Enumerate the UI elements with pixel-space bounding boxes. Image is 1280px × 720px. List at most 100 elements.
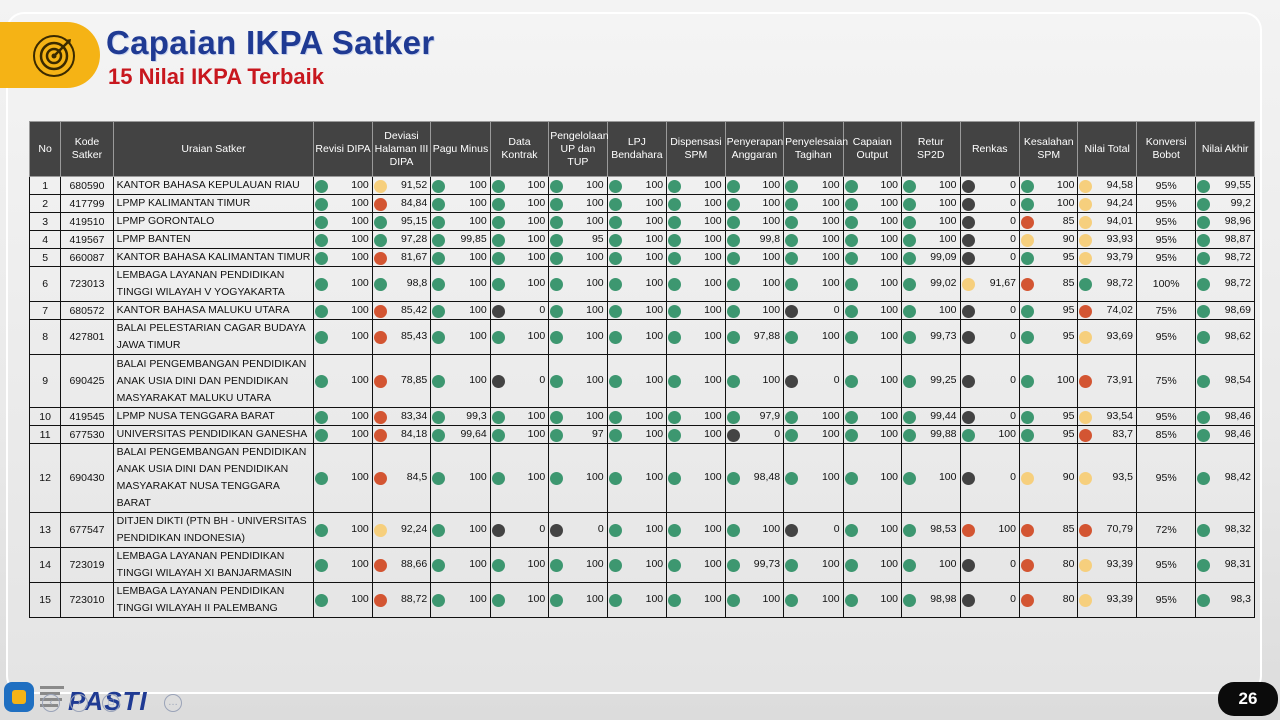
cell-value: 100 — [880, 427, 899, 440]
status-dot-icon — [668, 215, 682, 229]
konversi-bobot: 95% — [1135, 176, 1197, 195]
nilai-akhir: 98,42 — [1195, 443, 1255, 513]
status-dot-icon — [1020, 197, 1034, 211]
status-dot-icon — [1079, 251, 1093, 265]
previous-icon[interactable]: ‹ — [42, 694, 60, 712]
status-dot-icon — [903, 304, 917, 318]
status-dot-icon — [550, 375, 564, 388]
cell-value: 93,69 — [1106, 330, 1133, 342]
cell-value: 100 — [998, 523, 1016, 535]
konversi-bobot: 75% — [1135, 354, 1197, 408]
cell-value: 99,02 — [930, 277, 957, 289]
indicator-cell: 100 — [724, 354, 785, 408]
status-dot-icon — [1079, 233, 1093, 247]
status-dot-icon — [1079, 304, 1093, 318]
indicator-cell: 0 — [489, 512, 550, 548]
indicator-cell: 100 — [842, 425, 903, 444]
indicator-cell: 100 — [606, 194, 668, 213]
cell-value: 100 — [527, 330, 546, 342]
status-dot-icon — [785, 215, 799, 229]
indicator-cell: 100 — [666, 248, 726, 267]
status-dot-icon — [315, 428, 329, 442]
status-dot-icon — [315, 559, 329, 572]
status-dot-icon — [432, 375, 446, 388]
indicator-cell: 100 — [783, 407, 844, 426]
indicator-cell: 100 — [548, 248, 608, 267]
cell-value: 100 — [527, 427, 546, 440]
status-dot-icon — [373, 197, 387, 211]
status-dot-icon — [726, 331, 740, 344]
cell-value: 100 — [351, 374, 369, 386]
cell-value: 100 — [880, 178, 899, 191]
indicator-cell: 0 — [489, 354, 550, 408]
cell-value: 99,8 — [759, 232, 781, 245]
status-dot-icon — [1197, 304, 1211, 318]
status-dot-icon — [844, 251, 858, 265]
status-dot-icon — [550, 304, 564, 318]
status-dot-icon — [373, 410, 387, 424]
indicator-cell: 100 — [666, 582, 726, 618]
status-dot-icon — [315, 375, 329, 388]
column-header: No — [28, 121, 62, 177]
uraian-satker: KANTOR BAHASA KALIMANTAN TIMUR — [112, 248, 315, 267]
indicator-cell: 100 — [901, 176, 961, 195]
status-dot-icon — [844, 375, 858, 388]
cell-value: 100 — [351, 214, 369, 227]
status-dot-icon — [1079, 331, 1093, 344]
status-dot-icon — [1197, 179, 1211, 193]
status-dot-icon — [668, 278, 682, 291]
cell-value: 100 — [704, 558, 722, 570]
status-dot-icon — [373, 524, 387, 537]
status-dot-icon — [373, 375, 387, 388]
cell-value: 0 — [1010, 374, 1016, 386]
status-dot-icon — [785, 251, 799, 265]
status-dot-icon — [961, 594, 975, 607]
status-dot-icon — [1079, 410, 1093, 424]
ikpa-table: No Kode Satker Uraian Satker Revisi DIPA Dev… — [28, 121, 1255, 618]
indicator-cell: 0 — [959, 248, 1020, 267]
status-dot-icon — [608, 251, 622, 265]
indicator-cell: 99,44 — [901, 407, 961, 426]
indicator-cell: 100 — [666, 547, 726, 583]
cell-value: 85,43 — [400, 330, 428, 342]
indicator-cell: 100 — [842, 407, 903, 426]
table-row: 8 427801 BALAI PELESTARIAN CAGAR BUDAYA JA… — [28, 319, 1255, 355]
cell-value: 100 — [351, 330, 369, 342]
indicator-cell: 100 — [313, 230, 373, 249]
status-dot-icon — [491, 472, 505, 485]
next-icon[interactable]: › — [70, 694, 88, 712]
indicator-cell: 100 — [548, 319, 608, 355]
row-number: 12 — [28, 443, 62, 513]
indicator-cell: 100 — [783, 582, 844, 618]
status-dot-icon — [373, 472, 387, 485]
cell-value: 81,67 — [400, 250, 428, 263]
cell-value: 100 — [998, 427, 1016, 440]
cell-value: 100 — [645, 374, 664, 386]
indicator-cell: 0 — [959, 301, 1020, 320]
cell-value: 100 — [822, 214, 840, 227]
kode-satker: 723010 — [60, 582, 114, 618]
status-dot-icon — [903, 428, 917, 442]
indicator-cell: 85,42 — [371, 301, 432, 320]
status-dot-icon — [1079, 428, 1093, 442]
indicator-cell: 0 — [959, 547, 1020, 583]
indicator-cell: 100 — [901, 301, 961, 320]
slides-icon[interactable]: □ — [102, 694, 120, 712]
indicator-cell: 0 — [783, 354, 844, 408]
indicator-cell: 100 — [606, 301, 668, 320]
indicator-cell: 99,09 — [901, 248, 961, 267]
cell-value: 0 — [1010, 471, 1016, 483]
column-header: Penyerapan Anggaran — [724, 121, 785, 177]
status-dot-icon — [315, 233, 329, 247]
cell-value: 74,02 — [1106, 303, 1133, 316]
column-header: Konversi Bobot — [1135, 121, 1197, 177]
status-dot-icon — [491, 215, 505, 229]
indicator-cell: 97,9 — [724, 407, 785, 426]
kode-satker: 660087 — [60, 248, 114, 267]
more-icon[interactable]: … — [164, 694, 182, 712]
status-dot-icon — [432, 331, 446, 344]
uraian-satker: LEMBAGA LAYANAN PENDIDIKAN TINGGI WILAYA… — [112, 582, 315, 618]
indicator-cell: 100 — [313, 194, 373, 213]
status-dot-icon — [550, 524, 564, 537]
indicator-cell: 100 — [842, 212, 903, 231]
